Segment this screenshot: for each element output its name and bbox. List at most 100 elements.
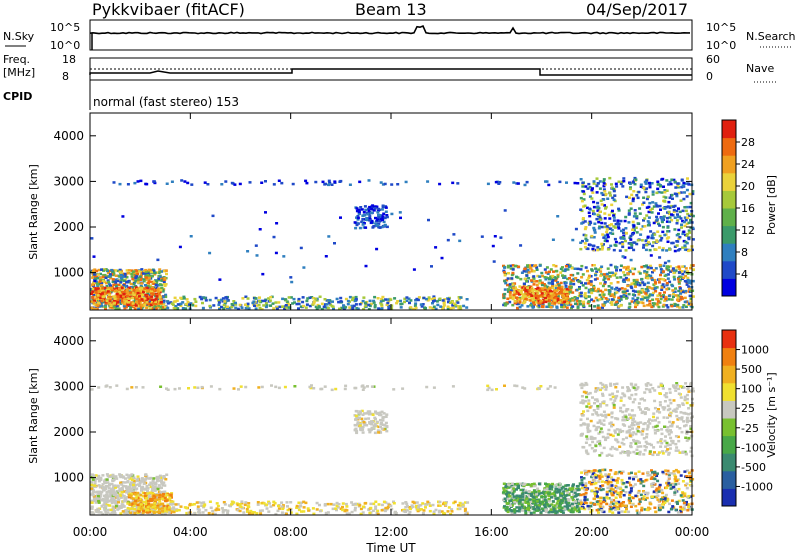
scatter-cell <box>105 491 108 494</box>
scatter-cell <box>289 501 292 504</box>
scatter-cell <box>248 307 251 310</box>
scatter-cell <box>533 270 536 273</box>
scatter-cell <box>170 503 173 506</box>
scatter-cell <box>116 508 119 511</box>
scatter-cell <box>597 182 600 185</box>
scatter-cell <box>173 511 176 514</box>
scatter-cell <box>555 270 558 273</box>
scatter-cell <box>141 298 144 301</box>
scatter-cell <box>368 219 371 222</box>
scatter-cell <box>668 298 671 301</box>
scatter-cell <box>680 217 683 220</box>
scatter-cell <box>613 194 616 197</box>
scatter-cell <box>552 264 555 267</box>
scatter-cell <box>299 504 302 507</box>
scatter-cell <box>363 214 366 217</box>
scatter-cell <box>123 293 126 296</box>
colorbar-tick-label: 28 <box>741 136 755 149</box>
scatter-cell <box>519 306 522 309</box>
scatter-cell <box>367 304 370 307</box>
scatter-cell <box>564 270 567 273</box>
scatter-cell <box>341 509 344 512</box>
scatter-cell <box>655 249 658 252</box>
scatter-cell <box>503 483 506 486</box>
scatter-cell <box>364 304 367 307</box>
scatter-cell <box>581 185 584 188</box>
scatter-cell <box>298 303 301 306</box>
scatter-cell <box>604 207 607 210</box>
freq-series <box>90 69 692 75</box>
scatter-cell <box>545 306 548 309</box>
scatter-cell <box>566 288 569 291</box>
scatter-cell <box>133 512 136 515</box>
scatter-cell <box>370 221 373 224</box>
scatter-cell <box>135 275 138 278</box>
scatter-cell <box>539 279 542 282</box>
scatter-cell <box>414 305 417 308</box>
scatter-cell <box>242 511 245 514</box>
scatter-cell <box>456 182 459 185</box>
scatter-cell <box>126 304 129 307</box>
scatter-cell <box>143 304 146 307</box>
scatter-cell <box>602 304 605 307</box>
scatter-cell <box>525 274 528 277</box>
scatter-cell <box>297 502 300 505</box>
scatter-cell <box>607 278 610 281</box>
scatter-cell <box>176 299 179 302</box>
scatter-cell <box>517 182 520 185</box>
scatter-cell <box>90 487 93 490</box>
scatter-cell <box>133 505 136 508</box>
scatter-cell <box>108 275 111 278</box>
scatter-cell <box>354 507 357 510</box>
scatter-cell <box>630 244 633 247</box>
scatter-cell <box>362 506 365 509</box>
scatter-cell <box>132 302 135 305</box>
scatter-cell <box>265 302 268 305</box>
scatter-cell <box>686 189 689 192</box>
scatter-cell <box>261 273 264 276</box>
scatter-cell <box>640 228 643 231</box>
scatter-cell <box>503 280 506 283</box>
scatter-cell <box>97 273 100 276</box>
scatter-cell <box>682 182 685 185</box>
scatter-cell <box>163 484 166 487</box>
scatter-cell <box>587 282 590 285</box>
scatter-cell <box>107 290 110 293</box>
scatter-cell <box>611 293 614 296</box>
scatter-cell <box>574 277 577 280</box>
scatter-cell <box>90 307 93 310</box>
scatter-cell <box>634 178 637 181</box>
scatter-cell <box>240 506 243 509</box>
scatter-cell <box>606 225 609 228</box>
scatter-cell <box>520 291 523 294</box>
scatter-cell <box>622 271 625 274</box>
scatter-cell <box>584 292 587 295</box>
scatter-cell <box>385 211 388 214</box>
scatter-cell <box>541 507 544 510</box>
scatter-cell <box>202 307 205 310</box>
scatter-cell <box>544 276 547 279</box>
scatter-cell <box>628 293 631 296</box>
scatter-cell <box>305 182 308 185</box>
scatter-cell <box>584 242 587 245</box>
scatter-cell <box>158 500 161 503</box>
scatter-cell <box>660 298 663 301</box>
nsky-series <box>90 26 690 34</box>
scatter-cell <box>165 500 168 503</box>
scatter-cell <box>381 307 384 310</box>
scatter-cell <box>361 218 364 221</box>
colorbar-tick-label: 12 <box>741 224 755 237</box>
scatter-cell <box>651 201 654 204</box>
scatter-cell <box>247 297 250 300</box>
scatter-cell <box>545 292 548 295</box>
scatter-cell <box>466 298 469 301</box>
scatter-cell <box>239 510 242 513</box>
scatter-cell <box>405 181 408 184</box>
scatter-cell <box>592 210 595 213</box>
freq-bot-tick: 8 <box>62 70 69 83</box>
scatter-cell <box>661 286 664 289</box>
scatter-cell <box>503 266 506 269</box>
scatter-cell <box>420 303 423 306</box>
scatter-cell <box>400 306 403 309</box>
scatter-cell <box>129 512 132 515</box>
